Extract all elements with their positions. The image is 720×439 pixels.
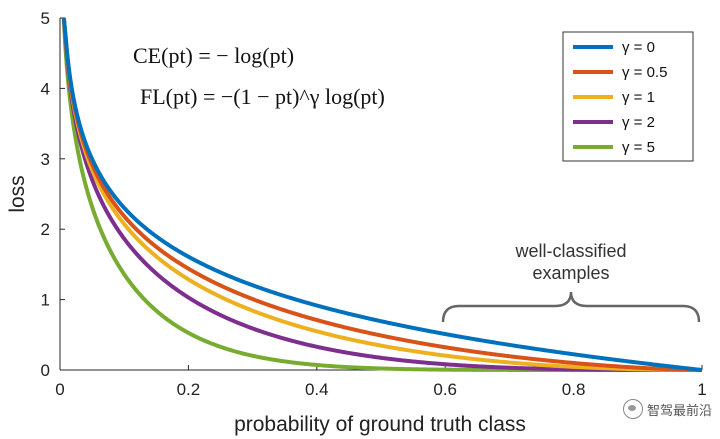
x-tick-label: 0 xyxy=(55,380,64,399)
curly-brace xyxy=(441,291,701,323)
legend-label: γ = 0 xyxy=(622,39,655,56)
x-tick-label: 0.2 xyxy=(177,380,201,399)
legend: γ = 0 γ = 0.5 γ = 1 γ = 2 γ = 5 xyxy=(562,31,694,162)
watermark-text: 智驾最前沿 xyxy=(646,403,712,419)
series-line-gamma-0-5 xyxy=(61,17,703,372)
legend-label: γ = 0.5 xyxy=(622,64,667,81)
x-tick-label: 0.8 xyxy=(562,380,586,399)
series-line-gamma-0 xyxy=(61,17,703,372)
watermark: 智驾最前沿 xyxy=(622,399,712,419)
legend-label: γ = 1 xyxy=(622,89,655,106)
y-tick-label: 4 xyxy=(41,79,50,98)
series-curves xyxy=(61,17,703,372)
x-tick-label: 0.6 xyxy=(433,380,457,399)
y-tick-label: 2 xyxy=(41,220,50,239)
y-tick-label: 3 xyxy=(41,150,50,169)
formula-ce: CE(pt) = − log(pt) xyxy=(133,43,294,68)
legend-label: γ = 5 xyxy=(622,139,655,156)
well-classified-annotation: well-classified examples xyxy=(441,241,701,323)
x-axis-label: probability of ground truth class xyxy=(234,413,526,436)
formula-fl: FL(pt) = −(1 − pt)^γ log(pt) xyxy=(140,84,385,109)
annotation-line-1: well-classified xyxy=(514,241,626,261)
wechat-icon xyxy=(622,399,643,419)
x-tick-label: 1 xyxy=(697,380,706,399)
x-tick-label: 0.4 xyxy=(305,380,329,399)
svg-text:CE(pt) = − log(pt): CE(pt) = − log(pt) xyxy=(133,43,294,68)
annotation-line-2: examples xyxy=(532,263,609,283)
y-tick-label: 1 xyxy=(41,291,50,310)
legend-label: γ = 2 xyxy=(622,114,655,131)
y-tick-label: 0 xyxy=(41,361,50,380)
y-tick-label: 5 xyxy=(41,9,50,28)
svg-text:FL(pt) = −(1 − pt)^γ log(pt): FL(pt) = −(1 − pt)^γ log(pt) xyxy=(140,84,385,109)
series-line-gamma-1 xyxy=(61,17,703,372)
y-axis-label: loss xyxy=(6,175,29,212)
